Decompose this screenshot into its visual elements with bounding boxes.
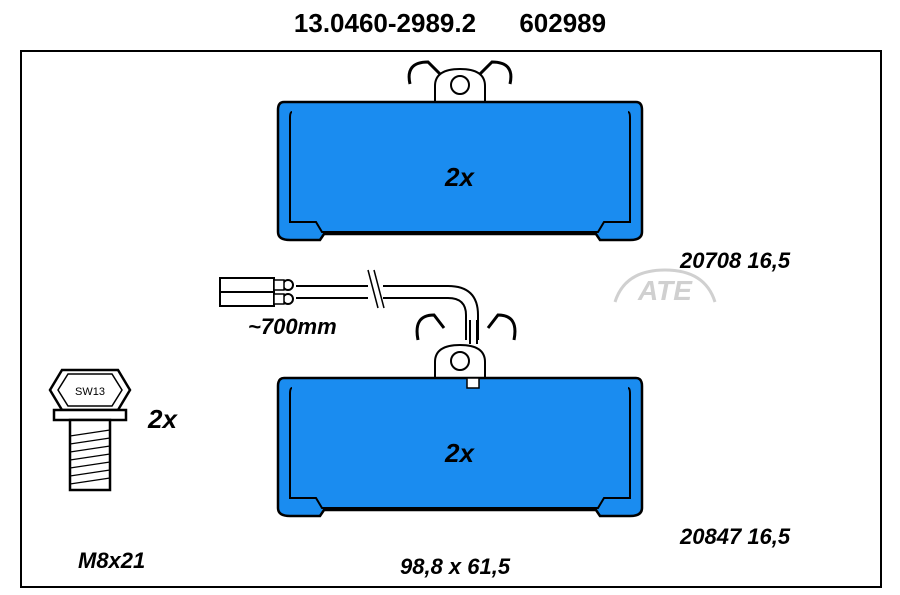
bolt-assembly: SW13 2x M8x21 xyxy=(40,360,170,555)
brake-pad-bottom xyxy=(270,320,650,530)
diagram-header: 13.0460-2989.2 602989 xyxy=(0,0,900,39)
svg-text:ATE: ATE xyxy=(637,275,693,306)
part-code: 602989 xyxy=(519,8,606,38)
brake-pad-top xyxy=(270,54,650,254)
pad-dimensions: 98,8 x 61,5 xyxy=(400,554,510,580)
pad-top-qty: 2x xyxy=(445,162,474,193)
ate-logo: ATE xyxy=(610,262,720,312)
pad-bottom-qty: 2x xyxy=(445,438,474,469)
pad-bottom-ref: 20847 16,5 xyxy=(680,524,790,550)
part-number: 13.0460-2989.2 xyxy=(294,8,476,38)
bolt-spec: M8x21 xyxy=(78,548,145,574)
bolt-qty: 2x xyxy=(148,404,177,435)
bolt-wrench-size: SW13 xyxy=(75,386,105,398)
